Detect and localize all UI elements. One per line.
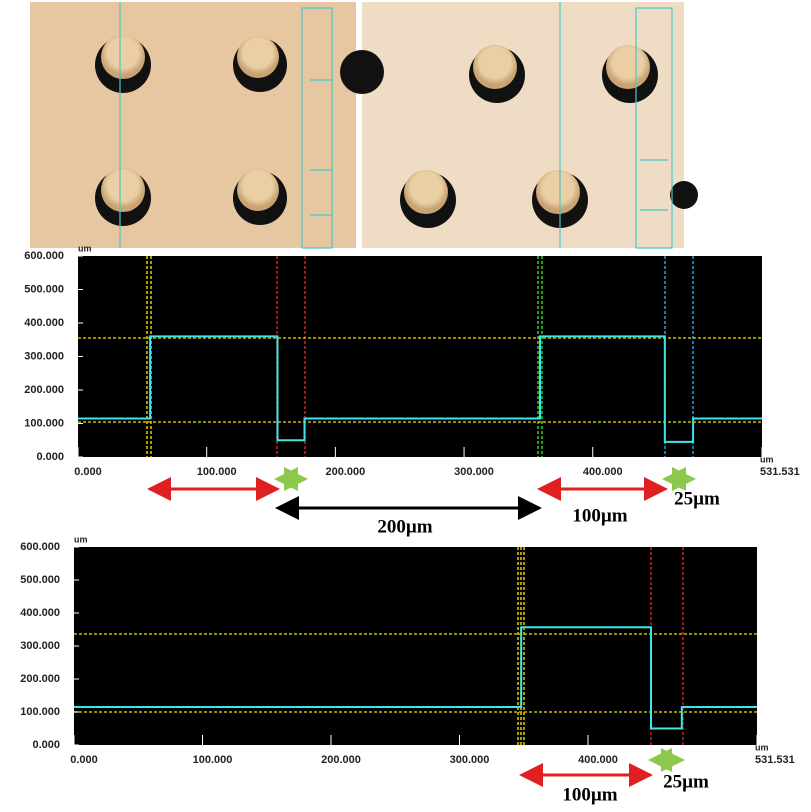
x-tick-label: 200.000 [321, 754, 361, 766]
profile-line [74, 626, 757, 730]
x-axis-unit: um [755, 742, 769, 752]
profile-line [78, 335, 762, 443]
x-axis-unit: um [760, 454, 774, 464]
x-tick-label: 400.000 [578, 754, 618, 766]
y-tick-label: 500.000 [24, 283, 64, 295]
x-tick-label: 0.000 [74, 466, 102, 478]
y-tick-label: 400.000 [20, 607, 60, 619]
x-tick-label: 200.000 [325, 466, 365, 478]
x-tick-label: 300.000 [454, 466, 494, 478]
plot-area [78, 256, 762, 457]
y-tick-label: 200.000 [20, 673, 60, 685]
y-axis-unit: um [78, 243, 92, 253]
x-tick-label: 100.000 [197, 466, 237, 478]
x-tick-label: 300.000 [450, 754, 490, 766]
x-tick-label: 531.531 [760, 466, 800, 478]
y-tick-label: 100.000 [20, 706, 60, 718]
annotation: 200µm [377, 516, 432, 537]
y-tick-label: 500.000 [20, 574, 60, 586]
annotation: 100µm [572, 505, 627, 526]
y-tick-label: 200.000 [24, 384, 64, 396]
plot-area [74, 547, 757, 745]
y-tick-label: 100.000 [24, 417, 64, 429]
x-tick-label: 531.531 [755, 754, 795, 766]
x-tick-label: 400.000 [583, 466, 623, 478]
y-tick-label: 400.000 [24, 317, 64, 329]
y-tick-label: 600.000 [24, 250, 64, 262]
annotation: 25µm [663, 771, 709, 792]
y-axis-unit: um [74, 534, 88, 544]
y-tick-label: 600.000 [20, 541, 60, 553]
x-tick-label: 100.000 [193, 754, 233, 766]
x-tick-label: 0.000 [70, 754, 98, 766]
annotation: 100µm [562, 784, 617, 805]
y-tick-label: 300.000 [20, 640, 60, 652]
y-tick-label: 300.000 [24, 350, 64, 362]
annotation: 25µm [674, 488, 720, 509]
y-tick-label: 0.000 [32, 739, 60, 751]
micrograph-right [340, 2, 698, 249]
micrograph-left [30, 2, 356, 249]
arrows [147, 467, 696, 787]
y-tick-label: 0.000 [36, 451, 64, 463]
